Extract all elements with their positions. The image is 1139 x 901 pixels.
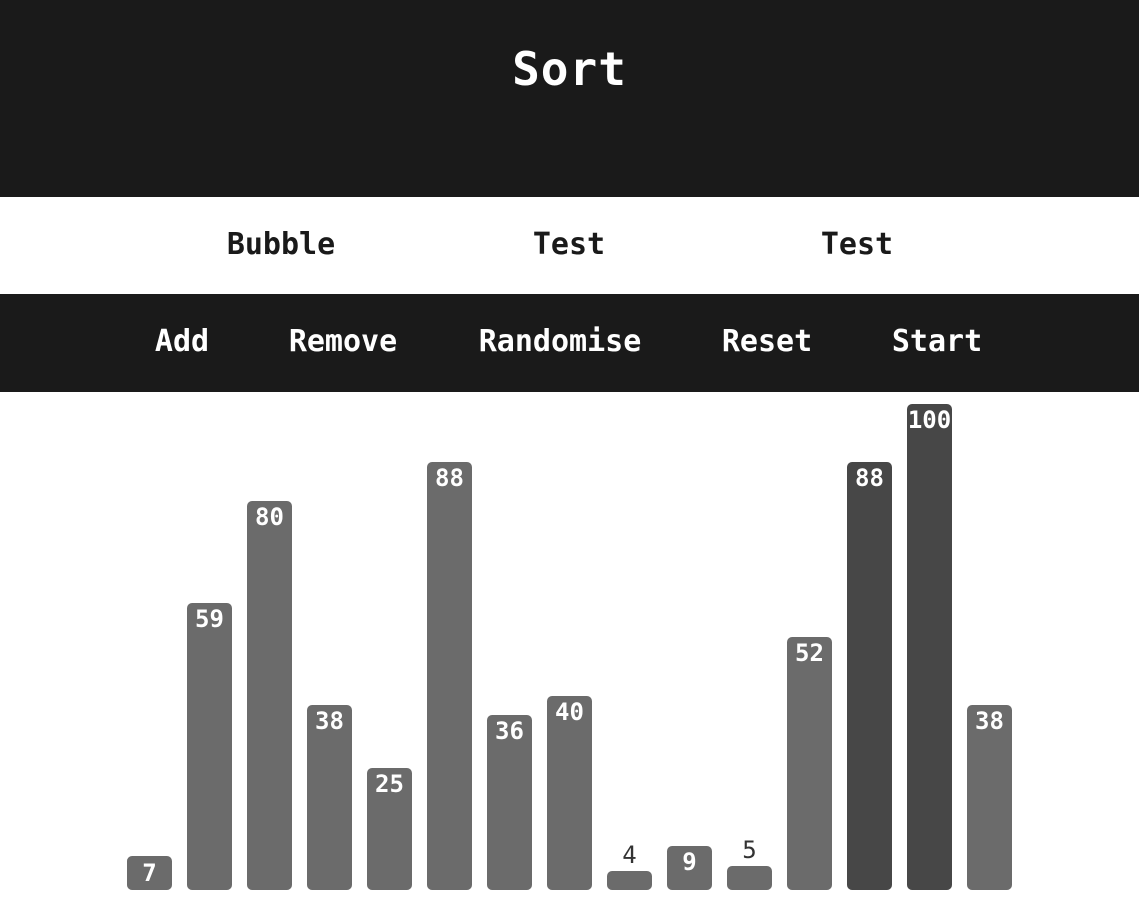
chart-bar: 40 xyxy=(547,696,592,890)
bar-value-label: 52 xyxy=(795,639,824,667)
bar-value-label: 88 xyxy=(435,464,464,492)
bar-value-label: 4 xyxy=(622,841,637,869)
remove-button[interactable]: Remove xyxy=(288,324,398,359)
tab-bubble[interactable]: Bubble xyxy=(226,227,336,262)
chart-bar: 100 xyxy=(907,404,952,890)
page-title: Sort xyxy=(512,42,627,96)
chart-bar: 25 xyxy=(367,768,412,890)
chart-bar: 88 xyxy=(427,462,472,890)
add-button[interactable]: Add xyxy=(154,324,210,359)
header: Sort xyxy=(0,0,1139,197)
control-bar: Add Remove Randomise Reset Start xyxy=(0,294,1139,392)
bar-value-label: 36 xyxy=(495,717,524,745)
chart-bar: 52 xyxy=(787,637,832,890)
tab-test-1[interactable]: Test xyxy=(532,227,606,262)
bar-value-label: 80 xyxy=(255,503,284,531)
chart-bar: 59 xyxy=(187,603,232,890)
chart-bar: 9 xyxy=(667,846,712,890)
bar-value-label: 25 xyxy=(375,770,404,798)
bar-value-label: 7 xyxy=(142,859,157,887)
bar-value-label: 40 xyxy=(555,698,584,726)
tab-test-2[interactable]: Test xyxy=(820,227,894,262)
bar-value-label: 9 xyxy=(682,848,697,876)
chart-bar: 5 xyxy=(727,836,772,890)
bar-value-label: 38 xyxy=(975,707,1004,735)
chart-bar: 38 xyxy=(307,705,352,890)
chart-bar: 36 xyxy=(487,715,532,890)
bar-value-label: 59 xyxy=(195,605,224,633)
chart-bar: 38 xyxy=(967,705,1012,890)
chart-bar: 4 xyxy=(607,841,652,890)
bar-value-label: 100 xyxy=(907,406,952,434)
bar-chart: 7 59 80 38 25 88 36 40 4 9 5 52 88 100 38 xyxy=(0,392,1139,901)
algorithm-tabs: Bubble Test Test xyxy=(0,197,1139,294)
bar-value-label: 38 xyxy=(315,707,344,735)
chart-bar: 7 xyxy=(127,856,172,890)
reset-button[interactable]: Reset xyxy=(721,324,813,359)
chart-bar: 80 xyxy=(247,501,292,890)
randomise-button[interactable]: Randomise xyxy=(478,324,642,359)
bar-value-label: 5 xyxy=(742,836,757,864)
chart-bar: 88 xyxy=(847,462,892,890)
start-button[interactable]: Start xyxy=(891,324,983,359)
bar-value-label: 88 xyxy=(855,464,884,492)
